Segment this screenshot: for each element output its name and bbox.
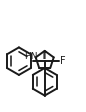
Text: F: F	[60, 56, 66, 66]
Text: HN: HN	[24, 52, 38, 61]
